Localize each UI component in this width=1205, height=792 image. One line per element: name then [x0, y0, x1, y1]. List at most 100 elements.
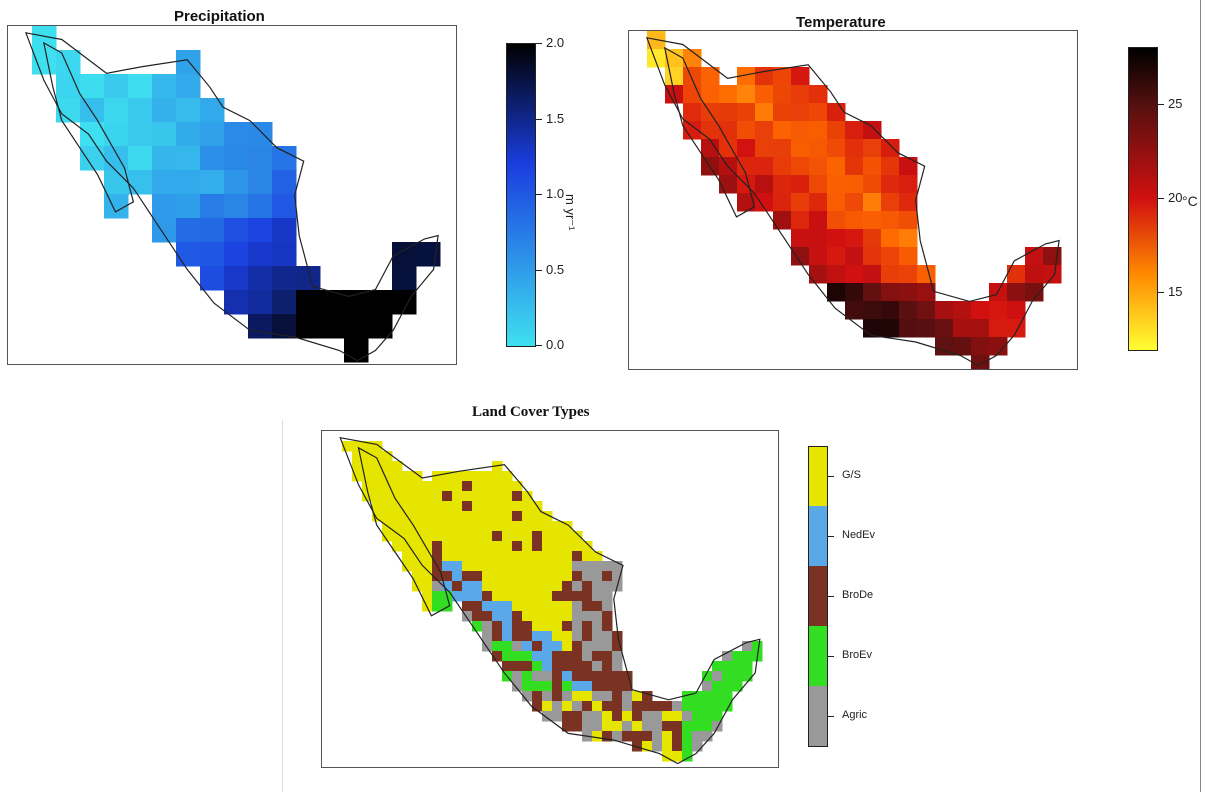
map-cell — [572, 701, 583, 712]
map-cell — [971, 355, 990, 369]
map-cell — [432, 531, 443, 542]
map-cell — [442, 501, 453, 512]
temperature-colorbar — [1128, 47, 1158, 351]
map-cell — [845, 211, 864, 230]
map-cell — [512, 531, 523, 542]
map-cell — [522, 631, 533, 642]
temperature-tick-mark — [1158, 198, 1164, 199]
map-cell — [662, 701, 673, 712]
map-cell — [462, 591, 473, 602]
map-cell — [522, 531, 533, 542]
map-cell — [845, 157, 864, 176]
map-cell — [682, 691, 693, 702]
map-cell — [602, 641, 613, 652]
map-cell — [502, 511, 513, 522]
map-cell — [472, 541, 483, 552]
map-cell — [442, 481, 453, 492]
map-cell — [422, 511, 433, 522]
map-cell — [248, 170, 273, 195]
map-cell — [845, 265, 864, 284]
map-cell — [492, 521, 503, 532]
map-cell — [482, 591, 493, 602]
map-cell — [442, 471, 453, 482]
map-cell — [692, 721, 703, 732]
map-cell — [672, 711, 683, 722]
map-cell — [722, 671, 733, 682]
map-cell — [392, 461, 403, 472]
map-cell — [492, 561, 503, 572]
map-cell — [552, 631, 563, 642]
precipitation-tick-mark — [536, 345, 542, 346]
map-cell — [863, 175, 882, 194]
map-cell — [682, 751, 693, 762]
map-cells — [32, 26, 441, 363]
map-cell — [128, 122, 153, 147]
map-cell — [989, 301, 1008, 320]
legend-tick-mark — [828, 476, 834, 477]
map-cell — [522, 641, 533, 652]
map-cell — [522, 681, 533, 692]
map-cell — [542, 531, 553, 542]
map-cell — [502, 491, 513, 502]
map-cell — [432, 601, 443, 612]
map-cell — [562, 641, 573, 652]
map-cell — [572, 661, 583, 672]
map-cell — [701, 139, 720, 158]
map-cell — [522, 581, 533, 592]
map-cell — [642, 711, 653, 722]
map-cell — [482, 561, 493, 572]
map-cell — [512, 601, 523, 612]
legend-swatch-gs — [808, 446, 828, 507]
map-cell — [572, 691, 583, 702]
map-cell — [452, 551, 463, 562]
map-cell — [482, 471, 493, 482]
map-cell — [462, 471, 473, 482]
map-cell — [702, 721, 713, 732]
map-cell — [542, 561, 553, 572]
map-cell — [542, 651, 553, 662]
map-cell — [692, 691, 703, 702]
map-cell — [472, 601, 483, 612]
map-cell — [402, 541, 413, 552]
map-cell — [737, 85, 756, 104]
map-cell — [532, 641, 543, 652]
map-cell — [612, 721, 623, 732]
map-cell — [682, 721, 693, 732]
map-cell — [128, 170, 153, 195]
map-cell — [412, 541, 423, 552]
map-cell — [572, 561, 583, 572]
map-cell — [602, 591, 613, 602]
map-cell — [152, 194, 177, 219]
map-cell — [622, 691, 633, 702]
map-cell — [683, 121, 702, 140]
map-cell — [200, 122, 225, 147]
map-cell — [562, 721, 573, 732]
map-cell — [809, 265, 828, 284]
legend-label: G/S — [842, 469, 861, 481]
map-cell — [971, 319, 990, 338]
map-cell — [742, 661, 753, 672]
map-cell — [773, 85, 792, 104]
map-cell — [737, 139, 756, 158]
map-cell — [402, 561, 413, 572]
map-cell — [452, 591, 463, 602]
map-cell — [472, 521, 483, 532]
map-cell — [622, 681, 633, 692]
map-cell — [152, 122, 177, 147]
map-cell — [612, 561, 623, 572]
map-cell — [572, 581, 583, 592]
map-cell — [592, 711, 603, 722]
map-cell — [522, 501, 533, 512]
map-cell — [452, 561, 463, 572]
map-cell — [352, 461, 363, 472]
map-cell — [881, 229, 900, 248]
map-cell — [532, 681, 543, 692]
map-cell — [582, 671, 593, 682]
map-cell — [582, 711, 593, 722]
map-cell — [755, 67, 774, 86]
map-cell — [224, 290, 249, 315]
map-cell — [462, 541, 473, 552]
map-cell — [80, 98, 105, 123]
map-cell — [532, 621, 543, 632]
map-cell — [827, 265, 846, 284]
